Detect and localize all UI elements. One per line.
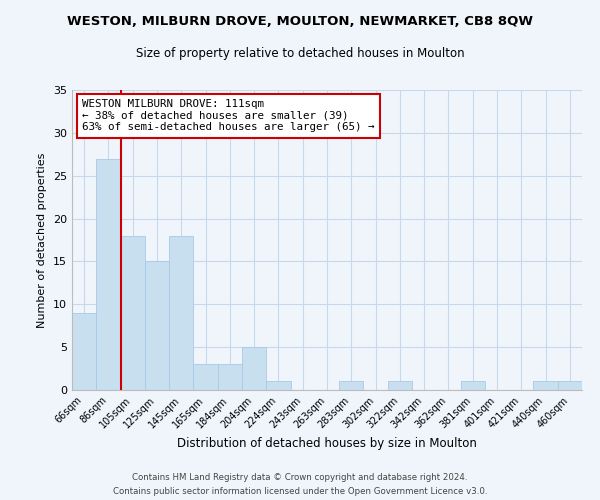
Bar — [218, 364, 242, 390]
Bar — [266, 382, 290, 390]
Text: WESTON, MILBURN DROVE, MOULTON, NEWMARKET, CB8 8QW: WESTON, MILBURN DROVE, MOULTON, NEWMARKE… — [67, 15, 533, 28]
Bar — [461, 382, 485, 390]
Bar — [242, 347, 266, 390]
Text: Contains public sector information licensed under the Open Government Licence v3: Contains public sector information licen… — [113, 488, 487, 496]
Bar — [72, 313, 96, 390]
Y-axis label: Number of detached properties: Number of detached properties — [37, 152, 47, 328]
Bar — [145, 262, 169, 390]
Text: Contains HM Land Registry data © Crown copyright and database right 2024.: Contains HM Land Registry data © Crown c… — [132, 472, 468, 482]
X-axis label: Distribution of detached houses by size in Moulton: Distribution of detached houses by size … — [177, 436, 477, 450]
Bar — [339, 382, 364, 390]
Bar — [533, 382, 558, 390]
Bar — [169, 236, 193, 390]
Bar — [96, 158, 121, 390]
Text: WESTON MILBURN DROVE: 111sqm
← 38% of detached houses are smaller (39)
63% of se: WESTON MILBURN DROVE: 111sqm ← 38% of de… — [82, 99, 374, 132]
Text: Size of property relative to detached houses in Moulton: Size of property relative to detached ho… — [136, 48, 464, 60]
Bar — [121, 236, 145, 390]
Bar — [558, 382, 582, 390]
Bar — [193, 364, 218, 390]
Bar — [388, 382, 412, 390]
